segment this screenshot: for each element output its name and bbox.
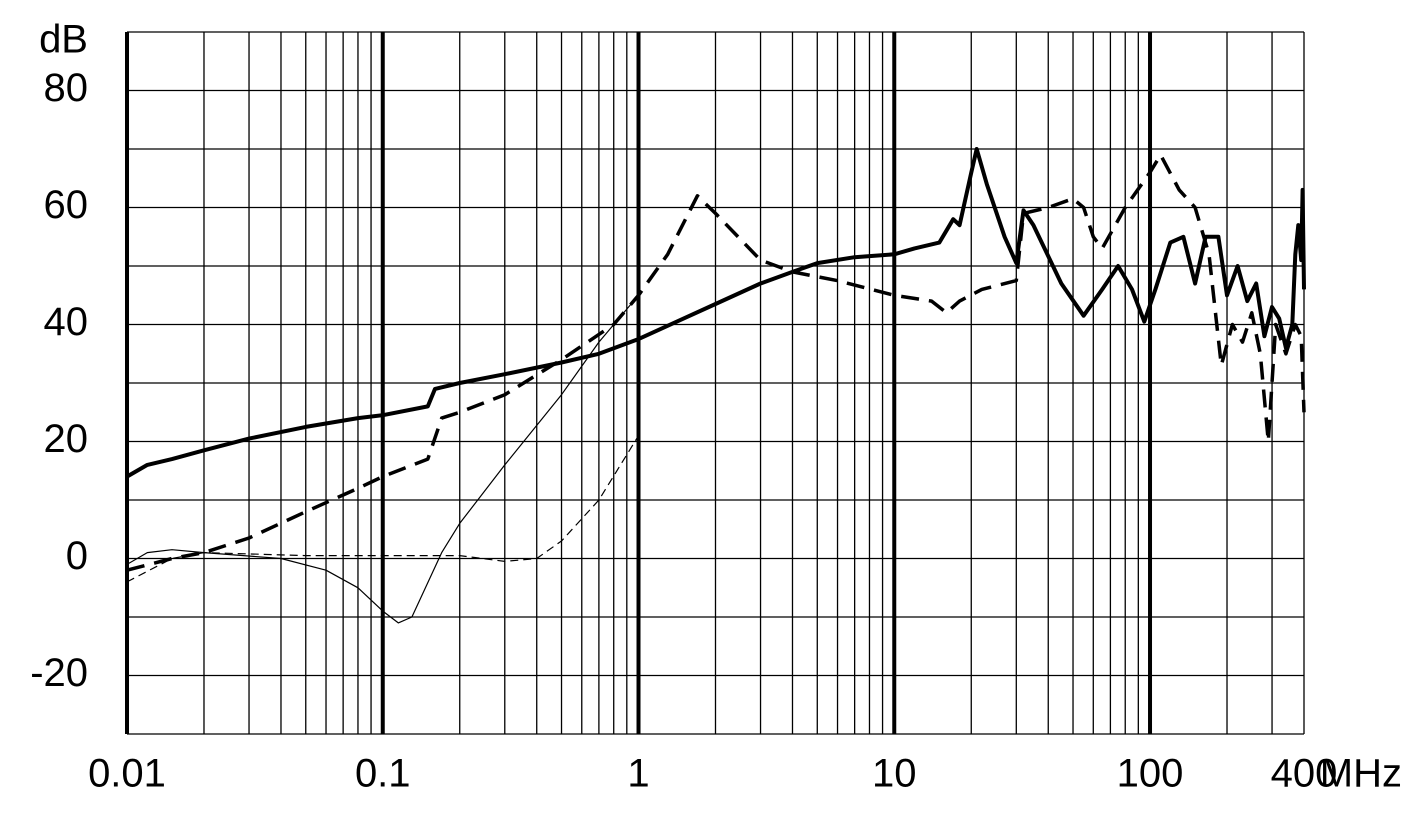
x-tick-label: 0.01 xyxy=(88,752,166,796)
y-tick-label: 20 xyxy=(44,417,89,461)
y-tick-label: 0 xyxy=(66,534,88,578)
series-line xyxy=(126,153,1306,572)
series-line xyxy=(126,147,1306,479)
x-tick-label: 1 xyxy=(627,752,649,796)
x-tick-label: 400 xyxy=(1271,752,1338,796)
series-line xyxy=(126,294,639,624)
series-line xyxy=(126,435,640,583)
y-tick-label: 80 xyxy=(44,66,89,110)
y-tick-label: 40 xyxy=(44,300,89,344)
x-tick-label: 0.1 xyxy=(355,752,411,796)
x-tick-label: 100 xyxy=(1117,752,1184,796)
y-axis-label: dB xyxy=(39,18,88,62)
x-axis-label: MHz xyxy=(1320,752,1402,796)
x-tick-label: 10 xyxy=(872,752,917,796)
y-tick-label: -20 xyxy=(30,651,88,695)
y-tick-label: 60 xyxy=(44,183,89,227)
